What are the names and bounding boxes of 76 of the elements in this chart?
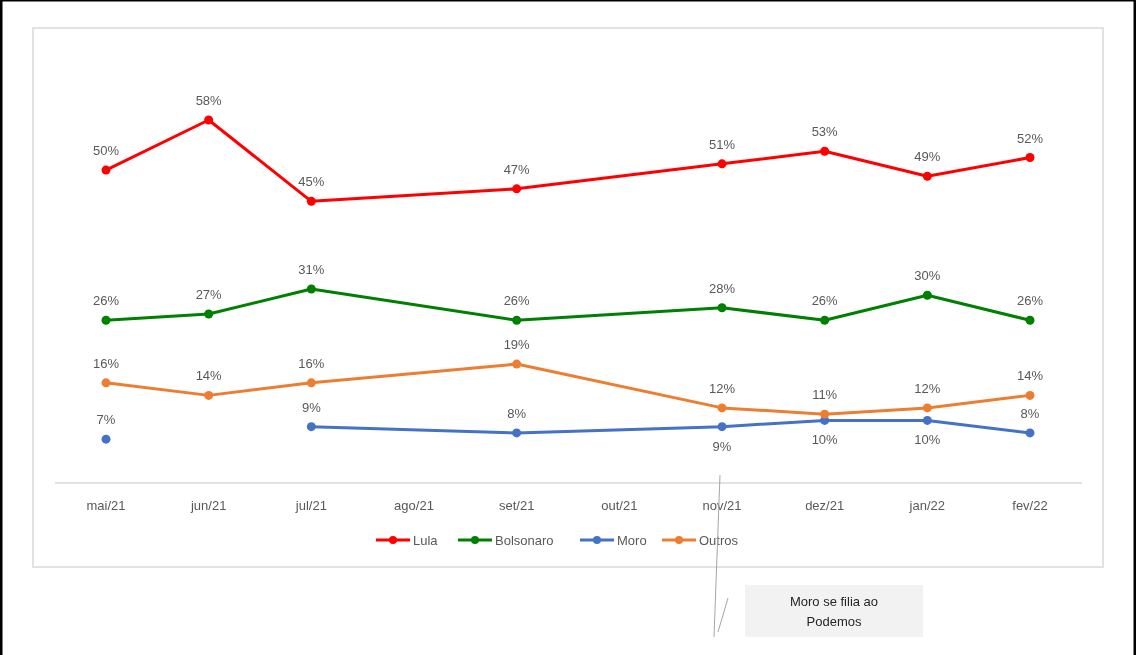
data-label: 12% [914,380,941,396]
data-label: 26% [92,293,120,309]
data-label: 50% [92,143,120,159]
data-label: 19% [503,337,531,353]
data-label: 45% [298,174,325,190]
point [717,159,727,169]
point [512,184,522,194]
x-tick-label: ago/21 [394,498,434,513]
data-label: 16% [92,355,120,371]
data-label: 10% [811,432,839,448]
point [101,434,111,444]
x-tick-label: jan/22 [908,498,946,513]
point [204,390,214,400]
legend-label: Moro [617,533,647,548]
point [820,409,830,419]
point [306,196,316,206]
data-label: 28% [708,280,736,296]
text: Moro se filia ao Podemos [789,594,879,629]
point [717,422,727,432]
x-tick-label: nov/21 [702,498,742,513]
data-label: 9% [712,438,732,454]
point [717,403,727,413]
x-tick-label: fev/22 [1012,498,1048,513]
legend-label: Lula [413,533,439,548]
data-label: 27% [195,287,223,303]
x-tick-label: jul/21 [294,498,327,513]
point [922,290,932,300]
point [1025,153,1035,163]
data-label: 53% [811,124,839,140]
data-label: 26% [503,293,531,309]
point [306,284,316,294]
data-label: 10% [914,432,941,448]
point [820,315,830,325]
point [101,378,111,388]
point [306,378,316,388]
data-label: 11% [812,387,838,403]
point [306,422,316,432]
point [922,415,932,425]
data-label: 51% [708,136,736,152]
data-label: 8% [507,405,527,421]
legend-label: Bolsonaro [495,533,554,548]
point [717,303,727,313]
x-tick-label: dez/21 [805,498,845,513]
x-tick-label: mai/21 [86,498,126,513]
point [512,315,522,325]
point [204,309,214,319]
point [1025,390,1035,400]
point [1025,428,1035,438]
x-tick-label: set/21 [498,498,535,513]
data-label: 26% [1016,293,1044,309]
data-label: 47% [503,161,531,177]
data-label: 52% [1016,130,1044,146]
data-label: 30% [914,268,941,284]
data-label: 7% [96,412,116,428]
data-label: 14% [195,368,223,384]
point [922,171,932,181]
point [512,359,522,369]
data-label: 12% [708,380,736,396]
data-label: 26% [811,293,839,309]
point [512,428,522,438]
point [922,403,932,413]
data-label: 14% [1016,368,1044,384]
x-tick-label: out/21 [601,498,638,513]
data-label: 31% [298,261,325,277]
point [820,146,830,156]
point [204,115,214,125]
data-label: 58% [195,93,223,108]
data-label: 16% [298,355,325,371]
point [101,165,111,175]
x-tick-label: jun/21 [189,498,227,513]
data-label: 49% [914,149,941,165]
point [1025,315,1035,325]
point [101,315,111,325]
legend-label: Outros [699,533,739,548]
data-label: 9% [301,399,322,415]
data-label: 8% [1020,405,1040,421]
